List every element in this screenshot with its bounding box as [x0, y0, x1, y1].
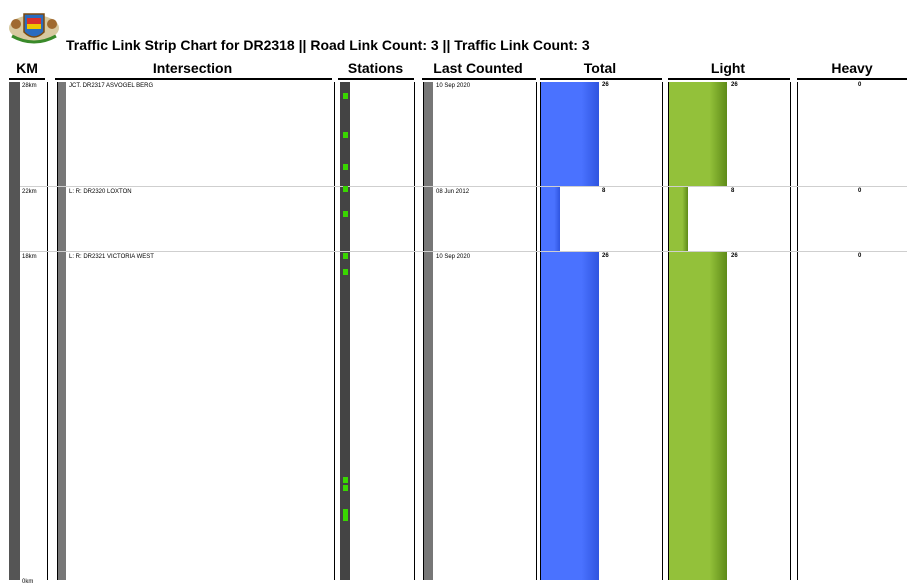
light-bar — [669, 82, 727, 186]
light-column-left-border — [668, 82, 669, 580]
total-bar — [541, 252, 599, 580]
light-value-label: 26 — [731, 82, 738, 88]
km-label: 22km — [22, 189, 37, 195]
light-value-label: 8 — [731, 188, 735, 194]
stations-header-underline — [338, 78, 414, 80]
total-column-left-border — [540, 82, 541, 580]
total-header-underline — [540, 78, 662, 80]
km-label: 18km — [22, 254, 37, 260]
intersection-name: L: R: DR2321 VICTORIA WEST — [69, 254, 154, 260]
stations-column-border — [414, 82, 415, 580]
light-header-underline — [668, 78, 790, 80]
last-counted-header: Last Counted — [433, 60, 523, 76]
station-marker — [343, 509, 348, 516]
intersection-column-border — [334, 82, 335, 580]
station-marker — [343, 93, 348, 100]
station-marker — [343, 514, 348, 521]
total-header: Total — [583, 60, 617, 76]
station-marker — [343, 477, 348, 484]
total-bar — [541, 82, 599, 186]
heavy-value-label: 0 — [858, 82, 862, 88]
heavy-value-label: 0 — [858, 253, 862, 259]
total-bar — [541, 187, 560, 251]
last-counted-date: 10 Sep 2020 — [436, 254, 471, 260]
station-marker — [343, 132, 348, 139]
last-counted-header-underline — [422, 78, 536, 80]
km-header: KM — [16, 60, 38, 76]
station-marker — [343, 269, 348, 276]
intersection-header: Intersection — [152, 60, 233, 76]
km-axis-strip — [9, 82, 20, 580]
intersection-name: JCT. DR2317 ASVOGEL BERG — [69, 83, 154, 89]
intersection-header-underline — [55, 78, 332, 80]
light-value-label: 26 — [731, 253, 738, 259]
heavy-header: Heavy — [831, 60, 873, 76]
total-value-label: 26 — [602, 253, 609, 259]
light-header: Light — [710, 60, 746, 76]
last-counted-date: 10 Sep 2020 — [436, 83, 471, 89]
light-bar — [669, 187, 688, 251]
light-column-border — [790, 82, 791, 580]
intersection-name: L: R: DR2320 LOXTON — [69, 189, 132, 195]
last-counted-column-border — [536, 82, 537, 580]
light-bar — [669, 252, 727, 580]
last-counted-date: 08 Jun 2012 — [436, 189, 470, 195]
km-column-border — [47, 82, 48, 580]
stations-header: Stations — [347, 60, 404, 76]
last-counted-strip — [423, 82, 433, 580]
intersection-strip — [57, 82, 66, 580]
km-header-underline — [9, 78, 45, 80]
km-label: 28km — [22, 83, 37, 89]
total-column-border — [662, 82, 663, 580]
heavy-header-underline — [797, 78, 907, 80]
total-value-label: 26 — [602, 82, 609, 88]
stations-strip — [340, 82, 350, 580]
chart-title: Traffic Link Strip Chart for DR2318 || R… — [66, 37, 590, 53]
station-marker — [343, 210, 348, 217]
station-marker — [343, 253, 348, 260]
row-divider — [20, 251, 907, 252]
heavy-value-label: 0 — [858, 188, 862, 194]
station-marker — [343, 185, 348, 192]
coat-of-arms-icon — [9, 13, 59, 44]
total-value-label: 8 — [602, 188, 606, 194]
station-marker — [343, 484, 348, 491]
row-divider — [20, 186, 907, 187]
km-bottom-label: 0km — [22, 579, 34, 585]
heavy-column-left-border — [797, 82, 798, 580]
station-marker — [343, 164, 348, 171]
